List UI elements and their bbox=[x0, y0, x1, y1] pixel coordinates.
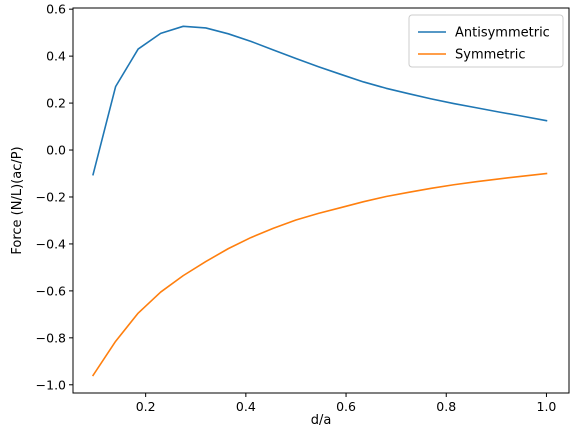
x-tick-label: 0.8 bbox=[436, 399, 456, 414]
legend-label-symmetric: Symmetric bbox=[455, 48, 525, 63]
y-tick-label: 0.0 bbox=[46, 143, 66, 158]
y-tick-label: −1.0 bbox=[36, 377, 66, 392]
plot-area-frame bbox=[72, 7, 570, 394]
y-tick-label: −0.8 bbox=[36, 330, 66, 345]
y-tick-label: −0.6 bbox=[36, 283, 66, 298]
y-tick-label: 0.6 bbox=[46, 2, 66, 17]
y-axis-label: Force (N/L)(ac/P) bbox=[10, 146, 25, 254]
y-tick-label: −0.2 bbox=[36, 189, 66, 204]
legend-label-antisymmetric: Antisymmetric bbox=[455, 26, 550, 41]
series-line-symmetric bbox=[91, 172, 548, 377]
x-axis-label: d/a bbox=[311, 413, 332, 428]
x-tick-label: 0.4 bbox=[236, 399, 256, 414]
x-tick-label: 0.6 bbox=[336, 399, 356, 414]
y-tick-label: −0.4 bbox=[36, 236, 66, 251]
series-lines-group bbox=[91, 25, 548, 377]
x-tick-label: 0.2 bbox=[136, 399, 156, 414]
y-tick-label: 0.4 bbox=[46, 49, 66, 64]
y-axis: −1.0 −0.8 −0.6 −0.4 −0.2 0.0 0.2 0.4 0.6 bbox=[36, 2, 73, 392]
legend: Antisymmetric Symmetric bbox=[408, 14, 564, 68]
x-tick-label: 1.0 bbox=[537, 399, 557, 414]
legend-box bbox=[408, 14, 564, 68]
series-line-antisymmetric bbox=[92, 25, 548, 176]
x-axis: 0.2 0.4 0.6 0.8 1.0 bbox=[136, 393, 557, 414]
y-tick-label: 0.2 bbox=[46, 96, 66, 111]
